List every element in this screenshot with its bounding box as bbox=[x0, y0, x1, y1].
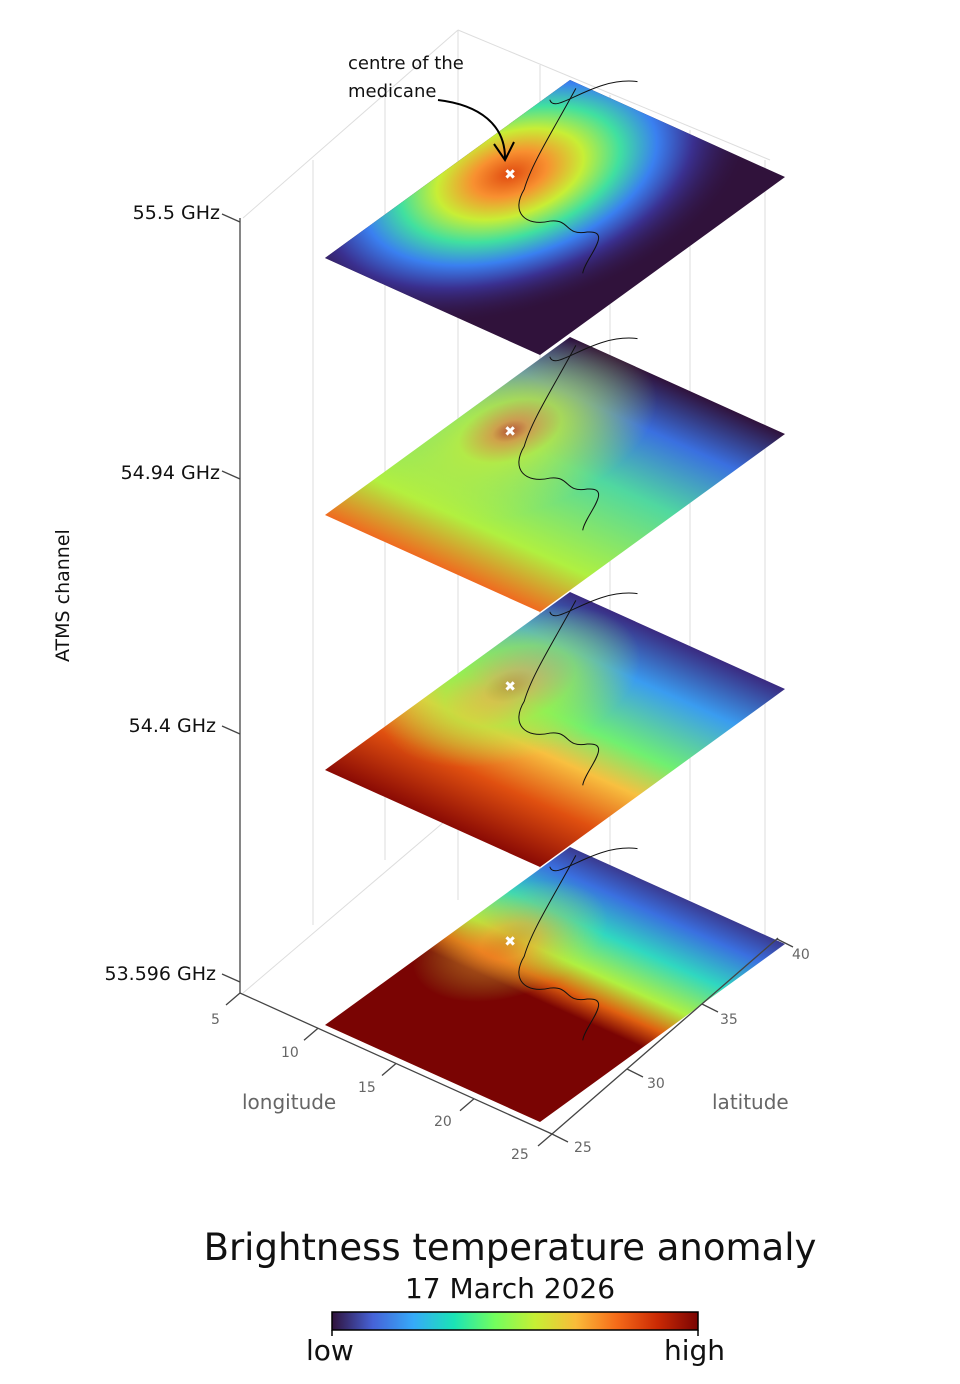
colorbar-high-label: high bbox=[664, 1334, 726, 1367]
colorbar bbox=[331, 1311, 699, 1331]
heatmap-anomaly bbox=[325, 847, 785, 1122]
coastline bbox=[422, 345, 738, 530]
heatmap-layer-54.94 bbox=[325, 319, 785, 612]
annotation-line2: medicane bbox=[348, 81, 437, 102]
y-tick-label: 40 bbox=[792, 947, 810, 963]
coastline bbox=[422, 600, 738, 785]
z-axis-label: ATMS channel bbox=[52, 529, 74, 662]
heatmap-anomaly bbox=[325, 592, 785, 867]
latitude-axis bbox=[551, 937, 779, 1135]
coastline bbox=[548, 831, 638, 885]
coastline bbox=[548, 576, 638, 630]
y-tick-label: 35 bbox=[720, 1012, 738, 1028]
x-axis-label: longitude bbox=[242, 1090, 337, 1114]
x-tick bbox=[225, 992, 241, 1006]
annotation-line1: centre of the bbox=[348, 53, 464, 74]
x-tick bbox=[537, 1133, 553, 1147]
z-tick bbox=[221, 213, 241, 223]
x-tick-label: 15 bbox=[358, 1080, 376, 1096]
heatmap-anomaly bbox=[325, 337, 785, 612]
annotation-arrowhead bbox=[493, 141, 515, 162]
coastline bbox=[548, 64, 638, 118]
x-tick bbox=[303, 1027, 319, 1041]
colorbar-low-label: low bbox=[306, 1334, 354, 1367]
chart-title: Brightness temperature anomaly bbox=[203, 1226, 817, 1269]
annotation-arrow bbox=[437, 99, 506, 159]
heatmap-layer-53.596 bbox=[325, 829, 785, 1122]
x-tick-label: 25 bbox=[511, 1147, 529, 1163]
coastline bbox=[422, 88, 738, 273]
coastline bbox=[548, 321, 638, 375]
medicane-centre-marker: ✖ bbox=[504, 424, 516, 440]
x-tick bbox=[459, 1098, 475, 1112]
x-tick-label: 5 bbox=[211, 1012, 220, 1028]
y-axis-label: latitude bbox=[712, 1090, 789, 1114]
heatmap-layer-55.5 bbox=[325, 62, 785, 355]
x-tick bbox=[381, 1063, 397, 1076]
coastline bbox=[422, 855, 738, 1040]
y-tick bbox=[776, 938, 794, 948]
medicane-centre-marker: ✖ bbox=[504, 167, 516, 183]
medicane-centre-marker: ✖ bbox=[504, 934, 516, 950]
y-tick-label: 25 bbox=[574, 1140, 592, 1156]
z-tick-label: 53.596 GHz bbox=[104, 963, 216, 985]
y-tick bbox=[551, 1133, 569, 1143]
heatmap-anomaly bbox=[325, 80, 785, 355]
z-tick bbox=[221, 470, 241, 480]
y-tick bbox=[626, 1068, 644, 1078]
y-tick-label: 30 bbox=[647, 1076, 665, 1092]
z-tick bbox=[221, 973, 241, 983]
x-tick-label: 20 bbox=[434, 1114, 452, 1130]
heatmap-layer-54.4 bbox=[325, 574, 785, 867]
z-tick-label: 55.5 GHz bbox=[132, 202, 220, 224]
medicane-centre-marker: ✖ bbox=[504, 679, 516, 695]
y-tick bbox=[701, 1003, 719, 1013]
x-tick-label: 10 bbox=[281, 1045, 299, 1061]
z-tick-label: 54.94 GHz bbox=[120, 462, 220, 484]
z-tick bbox=[221, 725, 241, 735]
chart-subtitle: 17 March 2026 bbox=[404, 1272, 616, 1305]
z-tick-label: 54.4 GHz bbox=[128, 715, 216, 737]
